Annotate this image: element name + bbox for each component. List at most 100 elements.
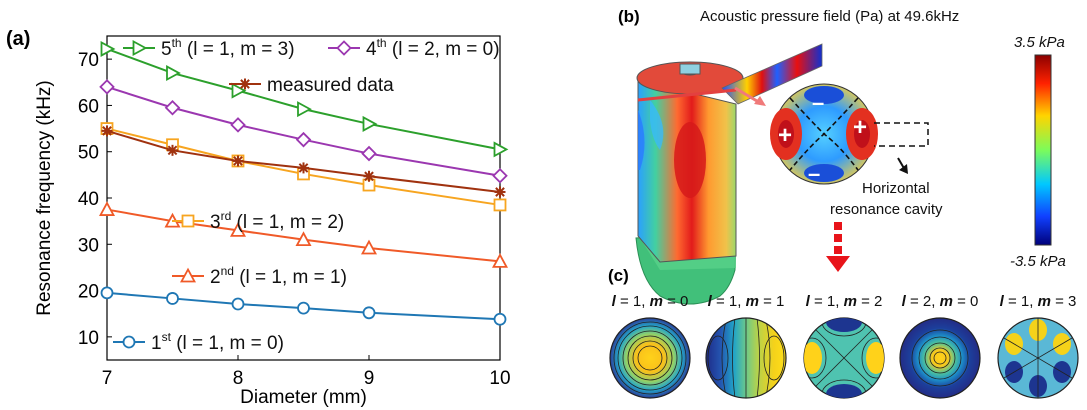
data-point-s1: [231, 297, 245, 311]
y-tick-label: 20: [78, 282, 99, 303]
data-point-s5: [231, 82, 247, 99]
star-stroke: [364, 171, 374, 182]
legend-label: measured data: [267, 75, 394, 96]
mode-labels: l = 1, m = 0 l = 1, m = 1 l = 1, m = 2 l = …: [612, 293, 1077, 310]
star-stroke: [495, 187, 505, 197]
data-point-meas: [494, 186, 506, 198]
colorbar-min-label: -3.5 kPa: [1010, 253, 1066, 270]
legend-marker: [336, 40, 352, 56]
legend-label: 5th (l = 1, m = 3): [161, 36, 295, 60]
colorbar-max-label: 3.5 kPa: [1014, 34, 1065, 51]
x-tick-label: 9: [364, 368, 375, 389]
data-point-meas: [167, 144, 178, 156]
data-point-meas: [101, 125, 113, 137]
minus-sign-top: –: [812, 90, 824, 115]
legend-s2: 2nd (l = 1, m = 1): [172, 264, 347, 288]
y-tick-label: 40: [78, 189, 99, 210]
y-tick-label: 10: [78, 328, 99, 349]
star-stroke: [102, 126, 112, 136]
data-point-s2: [491, 253, 509, 268]
data-point-s4: [295, 131, 312, 148]
panel-label-a: (a): [6, 28, 30, 50]
mode-label-1: l = 1, m = 0: [612, 293, 689, 310]
data-point-meas: [298, 162, 309, 174]
star-stroke: [298, 163, 309, 173]
mode-pattern-3: [803, 317, 885, 399]
data-point-s1: [493, 312, 507, 326]
mode-pattern-2: [705, 317, 787, 399]
data-point-s1: [100, 286, 114, 300]
mode-label-3: l = 1, m = 2: [806, 293, 883, 310]
legend-label: 1st (l = 1, m = 0): [151, 330, 284, 354]
y-tick-label: 70: [78, 50, 99, 71]
star-stroke: [240, 79, 250, 89]
data-point-s5: [493, 141, 509, 158]
data-point-s2: [229, 222, 247, 237]
colorbar: [1034, 54, 1052, 246]
data-point-meas: [363, 170, 375, 182]
series-line-s1: [106, 291, 501, 321]
mode-pattern-4: [899, 317, 981, 399]
y-tick-label: 60: [78, 96, 99, 117]
x-tick-label: 7: [102, 368, 113, 389]
cavity-3d-model: [635, 43, 823, 305]
cavity-label-line2: resonance cavity: [830, 201, 943, 218]
star-stroke: [167, 145, 178, 156]
series-line-s5: [106, 48, 501, 151]
x-axis-label: Diameter (mm): [240, 387, 367, 408]
series-s1: [100, 286, 507, 326]
mode-pattern-1: [609, 317, 691, 399]
data-point-s1: [297, 301, 310, 315]
panel-label-b: (b): [618, 7, 640, 26]
data-point-s1: [362, 306, 376, 320]
data-point-s5: [100, 40, 116, 57]
mode-label-5: l = 1, m = 3: [1000, 293, 1077, 310]
cavity-outline: [874, 122, 929, 147]
data-point-s1: [166, 292, 179, 305]
minus-sign-bottom: –: [808, 161, 820, 186]
legend-marker: [132, 39, 148, 57]
chart-legend: 1st (l = 1, m = 0) 2nd (l = 1, m = 1) 3rd …: [113, 36, 500, 354]
legend-s4: 4th (l = 2, m = 0): [328, 36, 500, 60]
legend-label: 4th (l = 2, m = 0): [366, 36, 500, 60]
chart-series: [98, 40, 509, 326]
legend-marker: [122, 335, 136, 349]
data-point-s3: [493, 198, 507, 212]
data-point-s4: [230, 117, 246, 133]
y-tick-label: 50: [78, 143, 99, 164]
legend-s3: 3rd (l = 1, m = 2): [172, 209, 344, 233]
data-point-s4: [164, 99, 181, 116]
data-point-s5: [362, 115, 378, 132]
y-tick-label: 30: [78, 235, 99, 256]
cavity-label-line1: Horizontal: [862, 180, 930, 197]
legend-s5: 5th (l = 1, m = 3): [123, 36, 295, 60]
data-point-s2: [98, 201, 116, 216]
data-point-meas: [232, 155, 244, 167]
y-axis-label: Resonance frequency (kHz): [34, 80, 55, 316]
chart-axes: 7 8 9 10 10 20 30 40 50 60 70 Diameter (mm) Resonanc…: [34, 35, 511, 408]
series-line-s3: [106, 127, 501, 206]
legend-marker: [179, 267, 197, 283]
series-line-s2: [106, 208, 501, 263]
mode-label-4: l = 2, m = 0: [902, 293, 979, 310]
legend-meas: measured data: [229, 75, 394, 96]
panel-label-c: (c): [608, 266, 629, 285]
field-title: Acoustic pressure field (Pa) at 49.6kHz: [700, 8, 959, 25]
cavity-arrow-head-icon: [899, 164, 908, 174]
series-meas: [101, 125, 506, 198]
legend-label: 2nd (l = 1, m = 1): [210, 264, 347, 288]
down-arrow-icon: [826, 222, 850, 272]
series-s5: [100, 40, 509, 158]
data-point-s2: [360, 239, 378, 255]
series-s4: [99, 79, 508, 184]
data-point-s4: [99, 79, 115, 95]
plus-sign-left: +: [778, 122, 792, 149]
star-stroke: [233, 156, 243, 166]
mode-pattern-5: [997, 317, 1079, 399]
legend-s1: 1st (l = 1, m = 0): [113, 330, 284, 354]
x-tick-label: 8: [233, 368, 244, 389]
data-point-s2: [295, 231, 312, 247]
cross-section-field: + + – –: [770, 83, 878, 186]
plus-sign-right: +: [853, 114, 867, 141]
